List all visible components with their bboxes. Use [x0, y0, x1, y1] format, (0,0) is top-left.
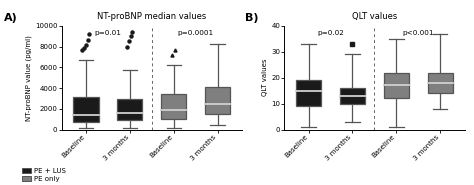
Bar — [205, 87, 230, 114]
Bar — [383, 73, 409, 98]
Legend: PE + LUS, PE only: PE + LUS, PE only — [22, 168, 65, 181]
Bar — [161, 94, 186, 119]
Bar — [340, 88, 365, 104]
Bar — [73, 97, 99, 122]
Title: QLT values: QLT values — [352, 12, 397, 21]
Text: A): A) — [4, 14, 18, 23]
Text: p=0.02: p=0.02 — [317, 30, 344, 36]
Bar — [428, 73, 453, 93]
Bar — [296, 80, 321, 106]
Text: p=0.0001: p=0.0001 — [178, 30, 214, 36]
Text: B): B) — [245, 14, 258, 23]
Y-axis label: QLT values: QLT values — [263, 59, 268, 96]
Y-axis label: NT-proBNP value (pg/ml): NT-proBNP value (pg/ml) — [26, 35, 32, 121]
Text: p=0.01: p=0.01 — [94, 30, 121, 36]
Title: NT-proBNP median values: NT-proBNP median values — [97, 12, 206, 21]
Text: p<0.001: p<0.001 — [402, 30, 434, 36]
Bar — [117, 100, 143, 120]
